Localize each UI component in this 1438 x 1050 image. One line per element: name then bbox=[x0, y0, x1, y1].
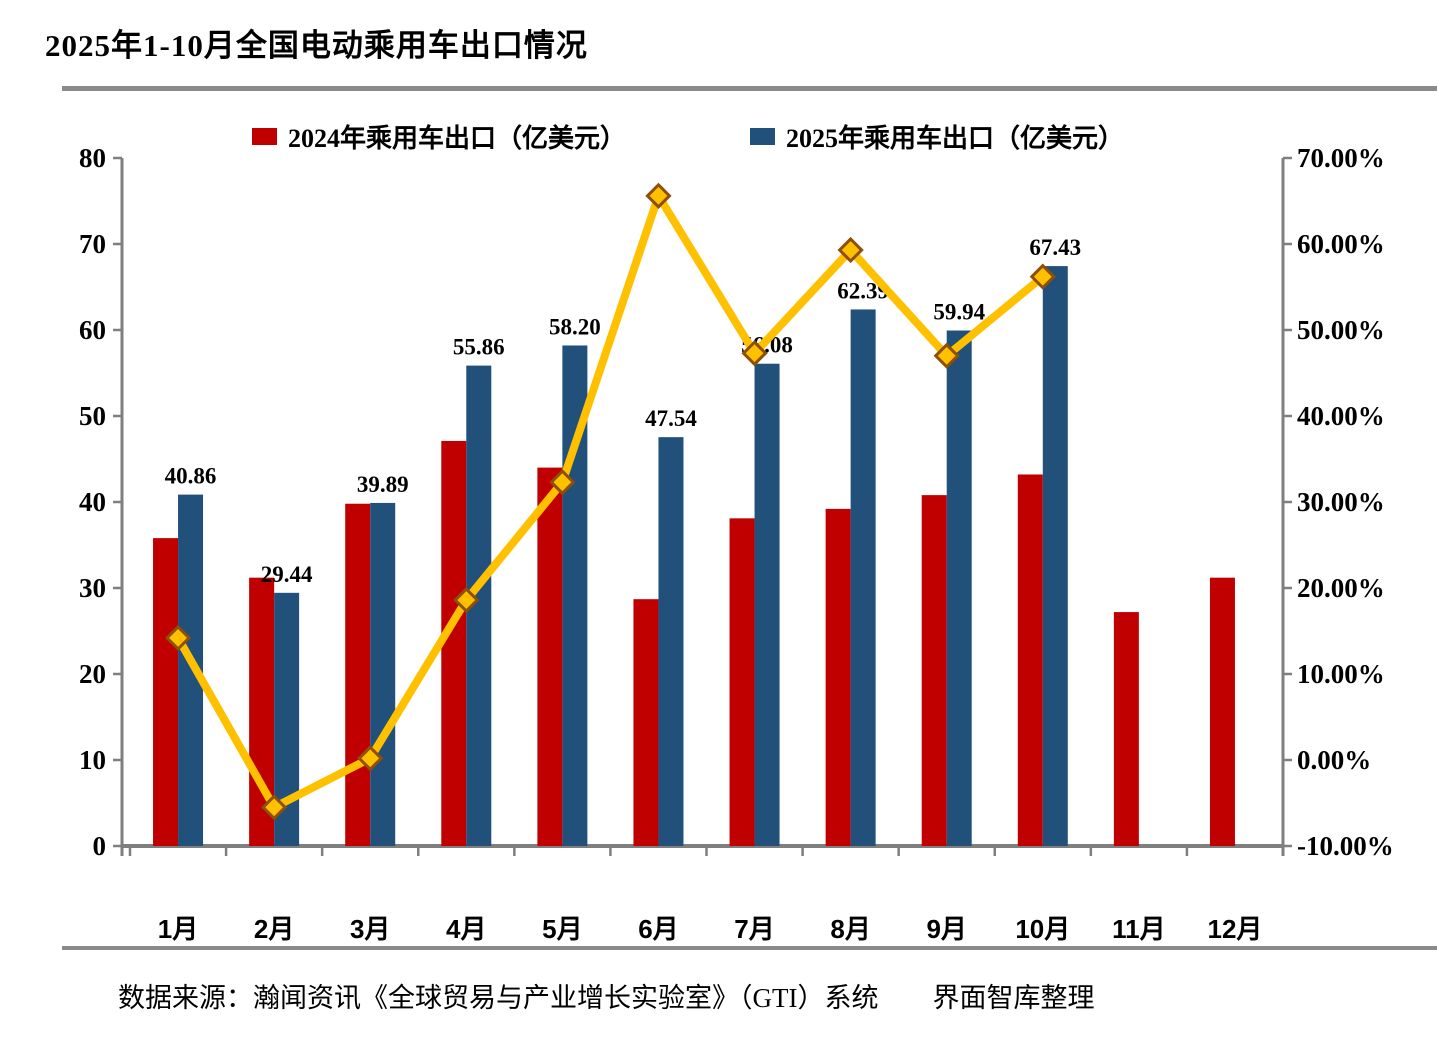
bar-2024 bbox=[1017, 474, 1043, 846]
bar-2024 bbox=[1209, 577, 1235, 846]
month-label: 2月 bbox=[254, 914, 294, 944]
growth-marker-diamond-icon bbox=[549, 469, 576, 496]
month-label: 1月 bbox=[158, 914, 198, 944]
bar-2024 bbox=[441, 440, 467, 846]
month-label: 7月 bbox=[734, 914, 774, 944]
growth-marker-diamond-icon bbox=[357, 745, 384, 772]
right-axis-tick-label: 50.00% bbox=[1297, 315, 1385, 345]
bar-2024 bbox=[633, 599, 659, 846]
bar-value-label: 59.94 bbox=[933, 300, 985, 325]
growth-marker-diamond-icon bbox=[1029, 263, 1056, 290]
month-label: 12月 bbox=[1207, 914, 1262, 944]
bar-2025 bbox=[946, 330, 972, 846]
left-axis-tick-label: 60 bbox=[79, 315, 106, 345]
legend-label-2024: 2024年乘用车出口（亿美元） bbox=[288, 124, 627, 153]
growth-marker-diamond-icon bbox=[164, 624, 192, 652]
bar-value-label: 58.20 bbox=[549, 314, 601, 339]
growth-marker-diamond-icon bbox=[837, 236, 864, 264]
growth-marker-diamond-icon bbox=[645, 182, 672, 209]
left-axis-tick-label: 40 bbox=[79, 487, 106, 517]
month-label: 9月 bbox=[926, 914, 966, 944]
left-axis-tick-label: 10 bbox=[79, 745, 106, 775]
legend-swatch-2024-icon bbox=[252, 128, 277, 145]
bar-value-label: 55.86 bbox=[453, 335, 505, 360]
left-axis-tick-label: 30 bbox=[79, 573, 106, 603]
bar-2025 bbox=[658, 437, 684, 846]
growth-marker-diamond-icon bbox=[933, 342, 960, 369]
bar-2024 bbox=[825, 508, 851, 846]
legend-item-2025: 2025年乘用车出口（亿美元） bbox=[750, 118, 1124, 155]
bar-2024 bbox=[921, 495, 947, 846]
chart-title: 2025年1-10月全国电动乘用车出口情况 bbox=[45, 28, 588, 63]
growth-marker-diamond-icon bbox=[261, 794, 288, 821]
title-divider bbox=[62, 86, 1437, 91]
bar-value-label: 67.43 bbox=[1029, 235, 1081, 260]
legend-item-2024: 2024年乘用车出口（亿美元） bbox=[252, 118, 626, 155]
bar-2025 bbox=[1042, 266, 1068, 846]
month-label: 3月 bbox=[350, 914, 390, 944]
growth-marker-diamond-icon bbox=[741, 340, 768, 367]
legend-label-2025: 2025年乘用车出口（亿美元） bbox=[786, 124, 1125, 153]
legend-swatch-2025-icon bbox=[750, 128, 775, 145]
right-axis-tick-label: 30.00% bbox=[1297, 487, 1385, 517]
right-axis-tick-label: 70.00% bbox=[1297, 143, 1385, 173]
right-axis-tick-label: 10.00% bbox=[1297, 659, 1385, 689]
source-note: 数据来源：瀚闻资讯《全球贸易与产业增长实验室》（GTI）系统 界面智库整理 bbox=[118, 983, 1095, 1013]
month-label: 6月 bbox=[638, 914, 678, 944]
bar-2025 bbox=[370, 502, 396, 846]
right-axis-tick-label: 40.00% bbox=[1297, 401, 1385, 431]
month-label: 4月 bbox=[446, 914, 486, 944]
left-axis-tick-label: 0 bbox=[93, 831, 107, 861]
right-axis-tick-label: -10.00% bbox=[1297, 831, 1394, 861]
bar-value-label: 39.89 bbox=[357, 472, 409, 497]
bar-2024 bbox=[345, 503, 371, 846]
growth-line bbox=[174, 191, 1047, 812]
month-label: 11月 bbox=[1112, 914, 1166, 944]
bar-2024 bbox=[537, 467, 563, 846]
month-label: 8月 bbox=[830, 914, 870, 944]
bar-2024 bbox=[153, 538, 179, 846]
right-axis-tick-label: 60.00% bbox=[1297, 229, 1385, 259]
left-axis-tick-label: 20 bbox=[79, 659, 106, 689]
bar-value-label: 40.86 bbox=[165, 464, 217, 489]
left-axis-tick-label: 50 bbox=[79, 401, 106, 431]
left-axis-tick-label: 80 bbox=[79, 143, 106, 173]
bar-2024 bbox=[729, 518, 755, 846]
footer-divider bbox=[62, 946, 1437, 950]
month-label: 10月 bbox=[1015, 914, 1070, 944]
bar-value-label: 29.44 bbox=[261, 562, 313, 587]
bar-2025 bbox=[850, 309, 876, 846]
right-axis-tick-label: 20.00% bbox=[1297, 573, 1385, 603]
left-axis-tick-label: 70 bbox=[79, 229, 106, 259]
right-axis-tick-label: 0.00% bbox=[1297, 745, 1371, 775]
bar-value-label: 47.54 bbox=[645, 406, 697, 431]
month-label: 5月 bbox=[542, 914, 582, 944]
growth-marker-diamond-icon bbox=[453, 586, 480, 614]
bar-2024 bbox=[1113, 612, 1139, 846]
bar-2025 bbox=[754, 363, 780, 846]
